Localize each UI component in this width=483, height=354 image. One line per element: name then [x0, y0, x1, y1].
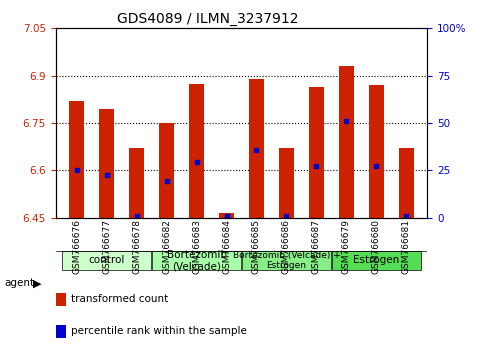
Bar [332, 251, 421, 270]
Bar [152, 251, 241, 270]
Text: GSM766686: GSM766686 [282, 219, 291, 274]
Bar [69, 101, 84, 218]
Text: GDS4089 / ILMN_3237912: GDS4089 / ILMN_3237912 [117, 12, 298, 27]
Text: GSM766677: GSM766677 [102, 219, 111, 274]
Text: agent: agent [5, 278, 35, 288]
Text: ▶: ▶ [33, 278, 42, 288]
Text: Estrogen: Estrogen [354, 256, 399, 266]
Bar [189, 84, 204, 218]
Text: percentile rank within the sample: percentile rank within the sample [71, 326, 247, 336]
Text: control: control [88, 256, 125, 266]
Text: GSM766685: GSM766685 [252, 219, 261, 274]
Bar [309, 87, 324, 218]
Text: GSM766682: GSM766682 [162, 219, 171, 274]
Text: transformed count: transformed count [71, 295, 168, 304]
Bar [242, 251, 331, 270]
Text: GSM766684: GSM766684 [222, 219, 231, 274]
Text: GSM766680: GSM766680 [372, 219, 381, 274]
Text: GSM766687: GSM766687 [312, 219, 321, 274]
Text: GSM766676: GSM766676 [72, 219, 81, 274]
Text: GSM766678: GSM766678 [132, 219, 141, 274]
Bar [62, 251, 151, 270]
Bar [159, 123, 174, 218]
Bar [249, 79, 264, 218]
Bar [279, 148, 294, 218]
Text: GSM766679: GSM766679 [342, 219, 351, 274]
Bar [369, 85, 384, 218]
Bar [219, 213, 234, 218]
Text: Bortezomib
(Velcade): Bortezomib (Velcade) [167, 250, 227, 271]
Bar [399, 148, 414, 218]
Text: GSM766683: GSM766683 [192, 219, 201, 274]
Text: GSM766681: GSM766681 [402, 219, 411, 274]
Bar [129, 148, 144, 218]
Text: Bortezomib (Velcade) +
Estrogen: Bortezomib (Velcade) + Estrogen [233, 251, 341, 270]
Bar [339, 66, 354, 218]
Bar [99, 109, 114, 218]
